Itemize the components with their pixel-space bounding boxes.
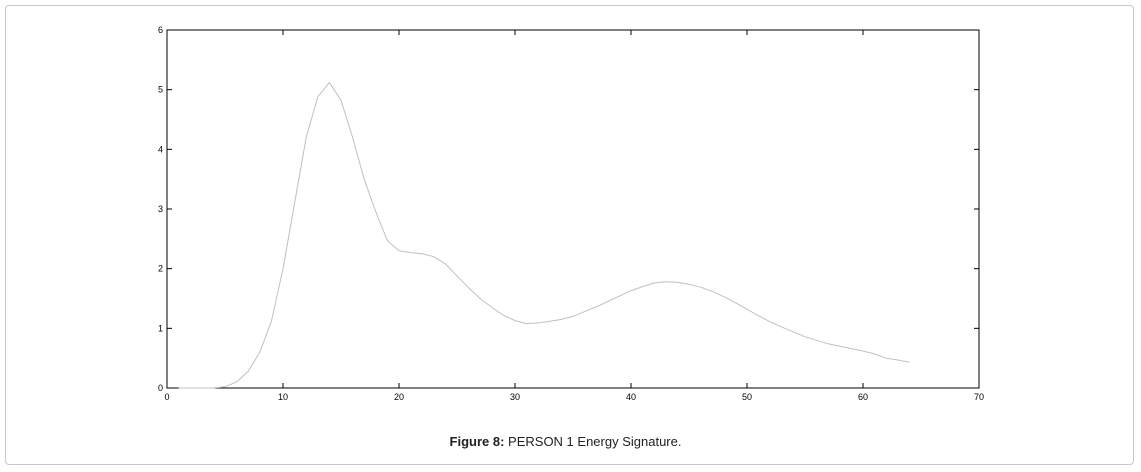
x-tick-label: 10	[278, 392, 288, 402]
x-tick-label: 50	[742, 392, 752, 402]
y-tick-label: 6	[158, 25, 163, 35]
x-tick-label: 30	[510, 392, 520, 402]
y-tick-label: 5	[158, 85, 163, 95]
plot-area	[166, 29, 980, 389]
x-tick-label: 60	[858, 392, 868, 402]
y-tick-label: 3	[158, 204, 163, 214]
caption-text: PERSON 1 Energy Signature.	[504, 434, 682, 449]
energy-series-line	[178, 81, 910, 389]
figure-caption: Figure 8: PERSON 1 Energy Signature.	[0, 434, 1131, 449]
x-tick-label: 70	[974, 392, 984, 402]
y-tick-label: 0	[158, 383, 163, 393]
x-tick-labels: 0 10 20 30 40 50 60 70	[164, 392, 984, 402]
caption-label: Figure 8:	[449, 434, 505, 449]
axis-ticks	[166, 29, 980, 389]
x-tick-label: 40	[626, 392, 636, 402]
y-tick-label: 2	[158, 264, 163, 274]
y-tick-label: 1	[158, 323, 163, 333]
x-tick-label: 0	[164, 392, 169, 402]
y-tick-label: 4	[158, 144, 163, 154]
y-tick-labels: 0 1 2 3 4 5 6	[158, 25, 163, 393]
x-tick-label: 20	[394, 392, 404, 402]
